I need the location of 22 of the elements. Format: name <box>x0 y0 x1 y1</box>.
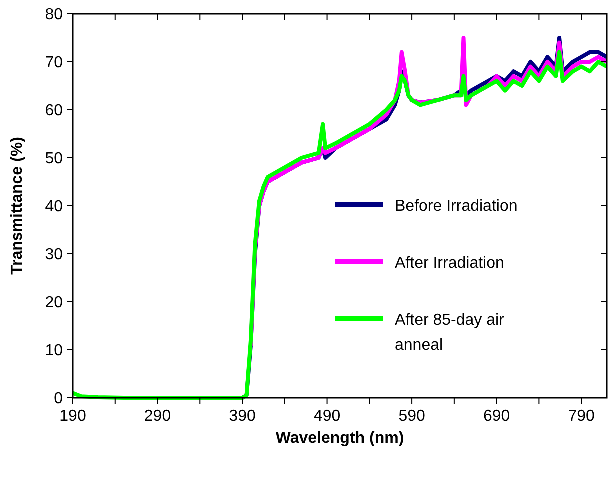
y-tick-label: 70 <box>45 54 64 72</box>
x-tick-label: 290 <box>144 408 172 425</box>
x-tick-label: 190 <box>60 408 86 425</box>
x-tick-label: 390 <box>229 408 256 425</box>
y-axis-title: Transmittance (%) <box>9 137 26 275</box>
x-tick-label: 490 <box>314 408 341 425</box>
y-tick-label: 0 <box>54 390 64 408</box>
y-tick-label: 30 <box>45 246 64 264</box>
y-tick-label: 10 <box>45 342 64 360</box>
y-tick-label: 60 <box>45 102 64 120</box>
x-tick-label: 790 <box>568 408 596 425</box>
x-tick-label: 690 <box>483 408 510 425</box>
y-tick-label: 20 <box>45 294 64 312</box>
legend-label: After 85-day air anneal <box>395 312 506 354</box>
y-tick-label: 50 <box>45 150 64 168</box>
x-tick-label: 590 <box>398 408 426 425</box>
legend-label: After Irradiation <box>395 255 504 272</box>
x-axis-title: Wavelength (nm) <box>276 430 404 447</box>
y-tick-label: 80 <box>45 6 64 24</box>
legend-label: Before Irradiation <box>395 198 518 215</box>
line-series <box>73 50 607 400</box>
y-tick-label: 40 <box>45 198 64 216</box>
